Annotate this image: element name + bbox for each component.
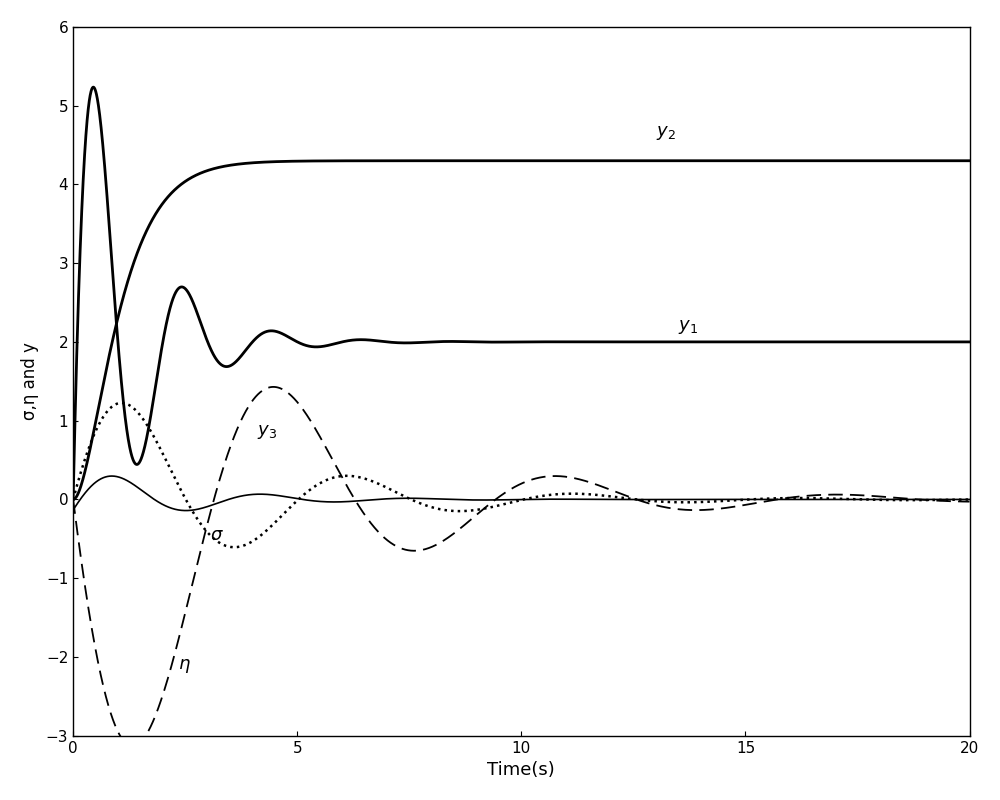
Text: y$_1$: y$_1$	[678, 318, 698, 336]
Text: y$_2$: y$_2$	[656, 123, 676, 142]
Text: $\sigma$: $\sigma$	[210, 526, 224, 545]
Y-axis label: σ,η and y: σ,η and y	[21, 342, 39, 420]
Text: $\eta$: $\eta$	[178, 657, 191, 674]
X-axis label: Time(s): Time(s)	[487, 761, 555, 779]
Text: y$_3$: y$_3$	[257, 423, 277, 441]
